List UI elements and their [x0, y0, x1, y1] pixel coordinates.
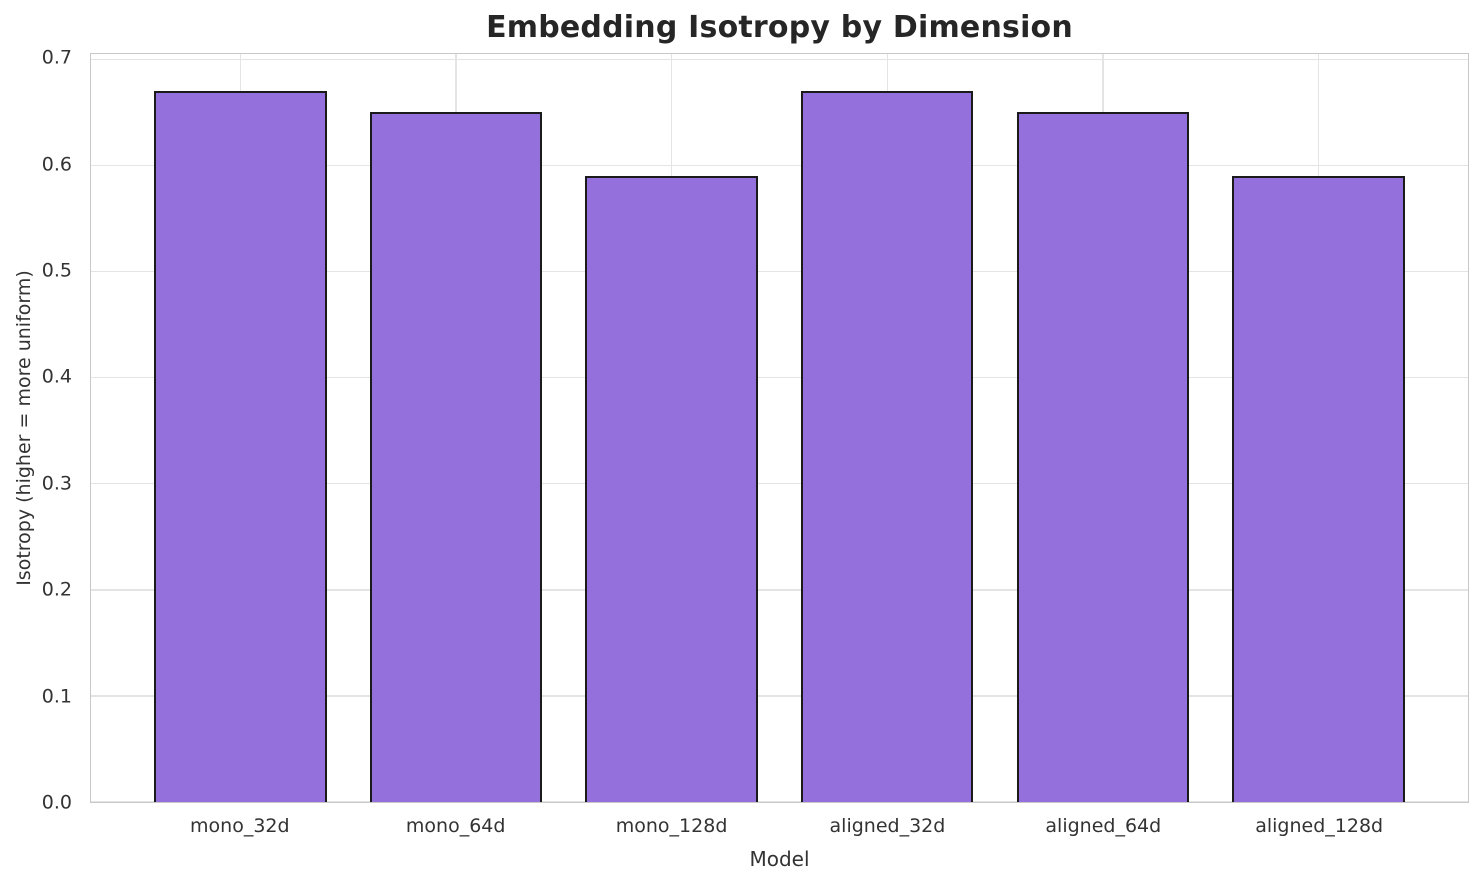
y-tick-label: 0.5 [41, 259, 72, 282]
x-tick-label: aligned_128d [1255, 815, 1384, 837]
y-tick-label: 0.1 [41, 685, 72, 708]
bar-mono_64d [369, 112, 543, 802]
bar-aligned_64d [1016, 112, 1190, 802]
bar-mono_32d [154, 91, 327, 802]
y-tick-label: 0.6 [41, 153, 72, 176]
y-tick-label: 0.2 [41, 578, 72, 601]
y-axis-label: Isotropy (higher = more uniform) [13, 270, 35, 586]
gridline-horizontal [91, 589, 1468, 591]
gridline-horizontal [91, 58, 1468, 61]
plot-inner [91, 54, 1468, 802]
gridline-horizontal [91, 695, 1468, 697]
y-axis-tick-labels: 0.0 0.1 0.2 0.3 0.4 0.5 0.6 0.7 [0, 48, 82, 812]
x-axis-label: Model [749, 847, 810, 871]
gridline-horizontal [91, 270, 1468, 273]
gridline-horizontal [91, 164, 1468, 167]
y-tick-label: 0.3 [41, 472, 72, 495]
y-tick-label: 0.7 [41, 46, 72, 69]
gridline-horizontal [91, 482, 1468, 485]
plot-area [90, 53, 1469, 803]
x-tick-label: mono_32d [190, 815, 290, 837]
x-tick-label: mono_128d [615, 815, 728, 837]
x-tick-label: mono_64d [405, 815, 506, 837]
chart-title: Embedding Isotropy by Dimension [486, 10, 1073, 45]
y-tick-label: 0.0 [41, 791, 72, 814]
bar-aligned_32d [801, 91, 974, 802]
x-tick-label: aligned_64d [1045, 815, 1162, 837]
gridline-horizontal [91, 376, 1468, 379]
x-tick-label: aligned_32d [829, 815, 946, 837]
y-tick-label: 0.4 [41, 365, 72, 388]
gridline-horizontal [91, 801, 1468, 802]
bar-mono_128d [585, 176, 758, 802]
bar-aligned_128d [1232, 176, 1405, 802]
x-axis-tick-labels: mono_32d mono_64d mono_128d aligned_32d alig… [90, 815, 1469, 841]
